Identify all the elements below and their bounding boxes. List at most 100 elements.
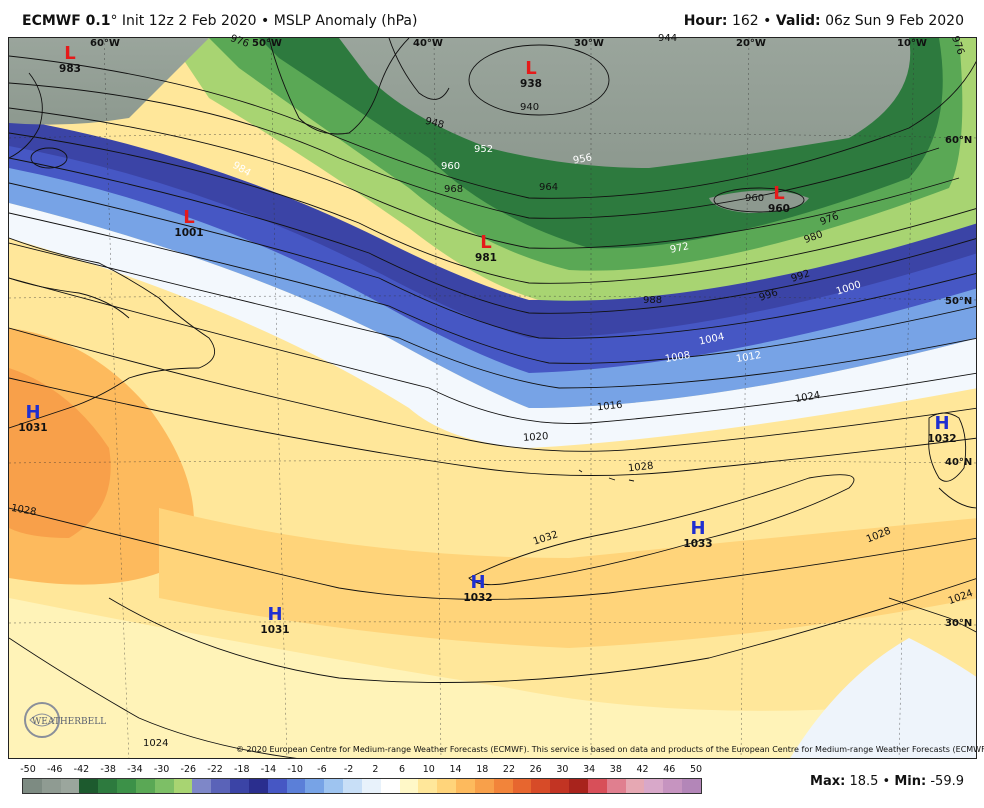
valid-bullet: • [763, 13, 772, 29]
hour-label: Hour: [683, 13, 728, 29]
legend-swatch [286, 779, 306, 793]
pressure-value: 983 [59, 63, 81, 75]
low-pressure-center[interactable]: L 981 [475, 232, 497, 265]
isobar-label: 964 [539, 182, 559, 193]
high-pressure-center[interactable]: H 1031 [260, 604, 289, 637]
legend-tick-label: 38 [609, 764, 622, 775]
legend-swatch [512, 779, 532, 793]
legend-tick-labels: -50 -46 -42 -38 -34 -30 -26 -22 -18 -14 -10 -6 -2 2 6 1… [20, 764, 702, 776]
weak-anomaly-band [9, 598, 976, 758]
legend-swatch [23, 779, 42, 793]
legend-swatch [418, 779, 438, 793]
low-symbol: L [64, 43, 76, 64]
hour-value: 162 [731, 13, 759, 29]
high-symbol: H [267, 604, 283, 625]
legend-swatch [681, 779, 701, 793]
low-symbol: L [480, 232, 492, 253]
legend-swatch [154, 779, 174, 793]
legend-tick-label: 30 [556, 764, 569, 775]
grey-anomaly-northwest [9, 38, 209, 125]
high-pressure-center[interactable]: H 1031 [18, 404, 48, 435]
grey-anomaly-secondary [709, 190, 809, 213]
lat-label-60n: 60°N [945, 135, 973, 146]
legend-swatch [531, 779, 551, 793]
legend-tick-label: -46 [46, 764, 63, 775]
grey-anomaly-core [339, 38, 911, 168]
legend-tick-label: 34 [583, 764, 596, 775]
maxmin-bullet: • [882, 774, 891, 789]
degree-symbol: ° [110, 13, 118, 29]
max-label: Max: [810, 774, 846, 789]
title-bullet: • [261, 13, 270, 29]
legend-tick-label: 22 [502, 764, 515, 775]
legend-swatch [644, 779, 664, 793]
legend-swatch [456, 779, 475, 793]
legend-swatch [135, 779, 155, 793]
low-pressure-center[interactable]: L 960 [768, 183, 790, 216]
max-min-readout: Max: 18.5 • Min: -59.9 [810, 774, 964, 789]
legend-swatch [493, 779, 513, 793]
legend-tick-label: 6 [399, 764, 406, 775]
lat-label-40n: 40°N [945, 457, 973, 468]
legend-swatch [117, 779, 136, 793]
low-pressure-center[interactable]: L 1001 [174, 209, 203, 240]
mid-positive-anomaly [159, 508, 976, 648]
high-symbol: H [690, 518, 706, 539]
legend-tick-label: -14 [260, 764, 277, 775]
isobar-label: 968 [444, 184, 464, 195]
legend-tick-label: -26 [180, 764, 197, 775]
low-pressure-center[interactable]: L 983 [59, 43, 81, 76]
pressure-value: 1031 [18, 422, 48, 434]
valid-time: Hour: 162 • Valid: 06z Sun 9 Feb 2020 [684, 13, 964, 29]
low-pressure-center[interactable]: L 938 [520, 58, 542, 91]
max-value: 18.5 [849, 774, 879, 789]
isobar-label: 960 [745, 193, 765, 204]
map-panel[interactable] [8, 37, 977, 759]
lon-label-40w: 40°W [413, 38, 443, 49]
min-value: -59.9 [930, 774, 964, 789]
legend-tick-label: -10 [287, 764, 303, 775]
legend-swatch [41, 779, 61, 793]
legend-swatch [569, 779, 588, 793]
legend-tick-label: -2 [343, 764, 354, 775]
legend-swatch [192, 779, 212, 793]
legend-swatch [474, 779, 494, 793]
legend-tick-label: -6 [317, 764, 327, 775]
legend-swatch [625, 779, 645, 793]
isobar-label: 1020 [522, 431, 549, 444]
legend-swatch [343, 779, 362, 793]
low-symbol: L [773, 183, 785, 204]
pressure-value: 1032 [927, 433, 957, 445]
legend-swatch [98, 779, 118, 793]
model-name: ECMWF 0.1 [22, 13, 111, 29]
legend-swatch [380, 779, 400, 793]
pressure-value: 1033 [683, 538, 713, 550]
lon-label-50w: 50°W [252, 38, 282, 49]
lat-label-30n: 30°N [945, 618, 973, 629]
isobar-label: 940 [520, 102, 540, 113]
legend-color-bar [22, 778, 702, 794]
legend-tick-label: -50 [20, 764, 36, 775]
legend-swatch [324, 779, 344, 793]
legend-swatch [305, 779, 325, 793]
high-pressure-center[interactable]: H 1032 [927, 415, 957, 446]
high-pressure-center[interactable]: H 1032 [463, 574, 492, 605]
legend-tick-label: 18 [476, 764, 489, 775]
legend-swatch [437, 779, 457, 793]
legend-swatch [211, 779, 231, 793]
legend-swatch [361, 779, 381, 793]
pressure-value: 981 [475, 252, 497, 264]
lon-label-10w: 10°W [897, 38, 927, 49]
field-name: MSLP Anomaly (hPa) [273, 13, 418, 29]
init-time: Init 12z 2 Feb 2020 [121, 13, 257, 29]
map-title: ECMWF 0.1° Init 12z 2 Feb 2020 • MSLP An… [22, 13, 417, 29]
logo-graphic: WEATHERBELL [24, 702, 106, 738]
legend-swatch [230, 779, 249, 793]
min-label: Min: [894, 774, 927, 789]
low-symbol: L [525, 58, 537, 79]
valid-value: 06z Sun 9 Feb 2020 [825, 13, 964, 29]
lon-label-60w: 60°W [90, 38, 120, 49]
high-pressure-center[interactable]: H 1033 [683, 518, 713, 551]
color-legend: -50 -46 -42 -38 -34 -30 -26 -22 -18 -14 -10 -6 -2 2 6 1… [20, 762, 702, 802]
legend-swatch [60, 779, 80, 793]
